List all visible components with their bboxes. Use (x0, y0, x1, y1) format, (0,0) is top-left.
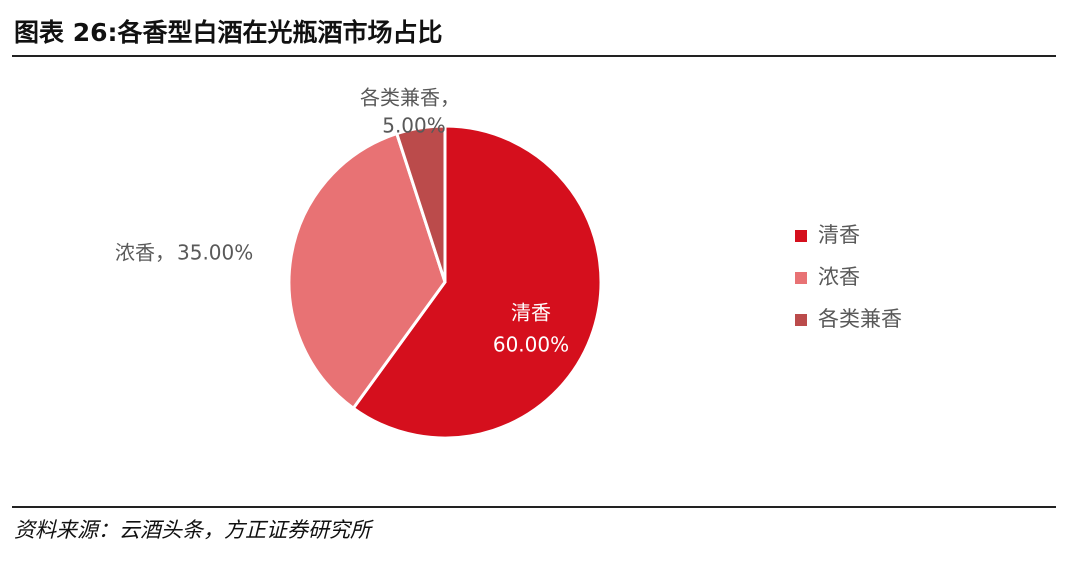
legend-swatch (795, 230, 807, 242)
data-label-name: 各类兼香 (360, 86, 440, 110)
data-label-value: 35.00% (177, 241, 253, 265)
legend-label: 清香 (818, 223, 860, 247)
legend-label: 浓香 (818, 265, 860, 289)
data-label-name: 浓香 (115, 241, 155, 265)
data-label-value: 5.00% (382, 114, 446, 138)
legend-swatch (795, 314, 807, 326)
data-label-separator: ， (440, 86, 460, 110)
source-note: 资料来源：云酒头条，方正证券研究所 (14, 518, 374, 542)
data-label-name: 清香 (511, 301, 551, 325)
data-label-value: 60.00% (493, 333, 569, 357)
pie-slice (287, 131, 447, 411)
pie-slice (351, 124, 603, 440)
legend-swatch (795, 272, 807, 284)
legend-label: 各类兼香 (818, 307, 902, 331)
chart-title: 图表 26:各香型白酒在光瓶酒市场占比 (14, 18, 443, 47)
pie-slice (394, 124, 447, 283)
data-label-separator: ， (155, 241, 175, 265)
